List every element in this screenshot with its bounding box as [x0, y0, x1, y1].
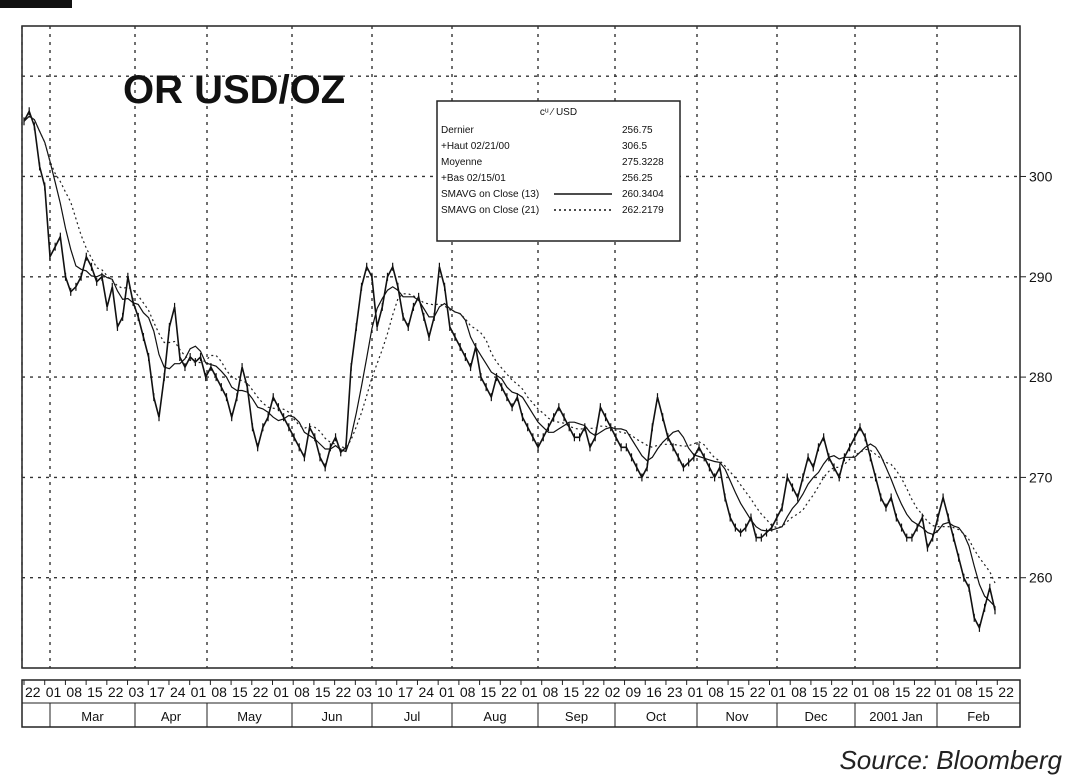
x-tick-label: 15 — [812, 684, 828, 700]
x-tick-label: 24 — [418, 684, 434, 700]
y-tick-label: 280 — [1029, 369, 1053, 385]
month-label: Oct — [646, 709, 667, 724]
y-tick-label: 300 — [1029, 168, 1053, 184]
x-tick-label: 15 — [978, 684, 994, 700]
x-tick-label: 22 — [915, 684, 931, 700]
x-tick-label: 15 — [895, 684, 911, 700]
month-label: Sep — [565, 709, 588, 724]
legend-label: SMAVG on Close (13) — [441, 189, 539, 200]
x-tick-label: 15 — [232, 684, 248, 700]
x-tick-label: 17 — [149, 684, 165, 700]
x-tick-label: 01 — [522, 684, 538, 700]
month-label: 2001 Jan — [869, 709, 923, 724]
x-tick-label: 01 — [936, 684, 952, 700]
legend-value: 256.25 — [622, 173, 653, 184]
x-tick-label: 01 — [771, 684, 787, 700]
x-tick-label: 22 — [998, 684, 1014, 700]
x-tick-label: 01 — [191, 684, 207, 700]
x-tick-label: 15 — [315, 684, 331, 700]
x-tick-label: 08 — [294, 684, 310, 700]
price-line — [23, 109, 996, 631]
x-tick-label: 08 — [543, 684, 559, 700]
x-tick-label: 15 — [481, 684, 497, 700]
x-tick-label: 22 — [108, 684, 124, 700]
x-tick-label: 15 — [563, 684, 579, 700]
month-label: Jul — [404, 709, 421, 724]
legend: cᵘ ⁄ USD Dernier 256.75 +Haut 02/21/00 306.5… — [436, 100, 681, 242]
x-tick-label: 08 — [66, 684, 82, 700]
legend-value: 306.5 — [622, 141, 647, 152]
legend-value: 260.3404 — [622, 189, 664, 200]
legend-label: SMAVG on Close (21) — [441, 205, 539, 216]
legend-header: cᵘ ⁄ USD — [540, 107, 577, 118]
chart-title: OR USD/OZ — [123, 68, 345, 112]
month-label: Feb — [967, 709, 989, 724]
x-tick-label: 22 — [750, 684, 766, 700]
x-tick-label: 23 — [667, 684, 683, 700]
sma-21-line — [23, 115, 996, 584]
x-tick-label: 08 — [460, 684, 476, 700]
legend-value: 262.2179 — [622, 205, 664, 216]
month-label: Aug — [483, 709, 506, 724]
x-tick-label: 03 — [129, 684, 145, 700]
x-tick-label: 08 — [211, 684, 227, 700]
month-label: Mar — [81, 709, 104, 724]
source-note: Source: Bloomberg — [839, 745, 1062, 775]
y-axis: 260 270 280 290 300 — [1020, 168, 1053, 586]
series-layer — [23, 107, 996, 632]
gridlines — [21, 26, 1020, 668]
month-label: May — [237, 709, 262, 724]
x-tick-label: 15 — [729, 684, 745, 700]
legend-label: +Haut 02/21/00 — [441, 141, 510, 152]
legend-label: Moyenne — [441, 157, 483, 168]
x-tick-label: 08 — [957, 684, 973, 700]
x-tick-label: 22 — [336, 684, 352, 700]
x-tick-label: 03 — [356, 684, 372, 700]
y-tick-label: 290 — [1029, 269, 1053, 285]
legend-label: +Bas 02/15/01 — [441, 173, 506, 184]
x-tick-label: 01 — [688, 684, 704, 700]
x-tick-label: 02 — [605, 684, 621, 700]
x-tick-label: 24 — [170, 684, 186, 700]
y-tick-label: 270 — [1029, 469, 1053, 485]
legend-value: 275.3228 — [622, 157, 664, 168]
y-tick-label: 260 — [1029, 570, 1053, 586]
x-tick-label: 17 — [398, 684, 414, 700]
x-tick-label: 22 — [584, 684, 600, 700]
x-tick-label: 22 — [25, 684, 41, 700]
month-label: Dec — [804, 709, 828, 724]
x-tick-label: 10 — [377, 684, 393, 700]
x-tick-label: 16 — [646, 684, 662, 700]
x-tick-label: 15 — [87, 684, 103, 700]
x-tick-label: 08 — [708, 684, 724, 700]
legend-value: 256.75 — [622, 125, 653, 136]
x-tick-label: 09 — [626, 684, 642, 700]
x-tick-label: 01 — [853, 684, 869, 700]
x-tick-label: 01 — [439, 684, 455, 700]
x-axis: 22 01 08 15 22 03 17 24 01 08 15 22 01 08 15 22 03 10 17 24… — [23, 680, 1014, 727]
legend-label: Dernier — [441, 125, 474, 136]
month-label: Jun — [322, 709, 343, 724]
corner-bar — [0, 0, 72, 8]
x-tick-label: 22 — [833, 684, 849, 700]
month-label: Apr — [161, 709, 182, 724]
x-tick-label: 22 — [253, 684, 269, 700]
x-tick-label: 08 — [791, 684, 807, 700]
x-tick-label: 01 — [274, 684, 290, 700]
x-tick-label: 08 — [874, 684, 890, 700]
x-tick-label: 22 — [501, 684, 517, 700]
month-label: Nov — [725, 709, 749, 724]
x-tick-label: 01 — [46, 684, 62, 700]
legend-box — [436, 100, 681, 242]
